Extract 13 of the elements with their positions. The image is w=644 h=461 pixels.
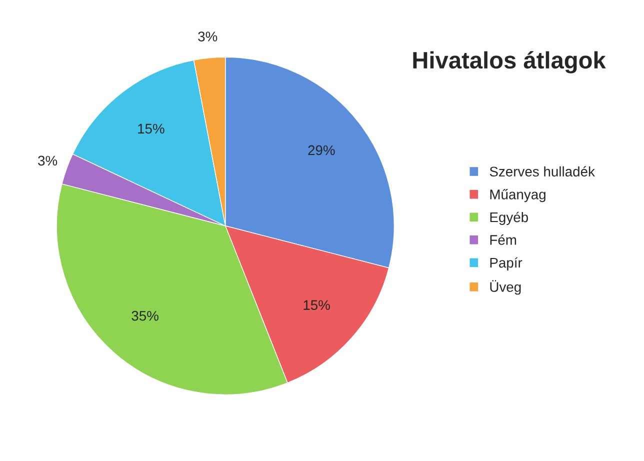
- legend-label: Papír: [490, 257, 522, 270]
- data-label: 15%: [304, 300, 330, 310]
- legend-label: Üveg: [490, 280, 521, 295]
- legend-label: Egyéb: [490, 212, 528, 225]
- data-label: 15%: [138, 124, 164, 134]
- data-label: 35%: [132, 310, 158, 321]
- legend-label: Műanyag: [490, 189, 546, 202]
- legend-label: Szerves hulladék: [490, 166, 595, 177]
- data-label: 3%: [198, 32, 218, 42]
- legend-label: Fém: [490, 234, 516, 245]
- data-label: 29%: [308, 145, 335, 156]
- data-label: 3%: [38, 156, 58, 166]
- text: Hivatalos átlagok: [413, 51, 606, 74]
